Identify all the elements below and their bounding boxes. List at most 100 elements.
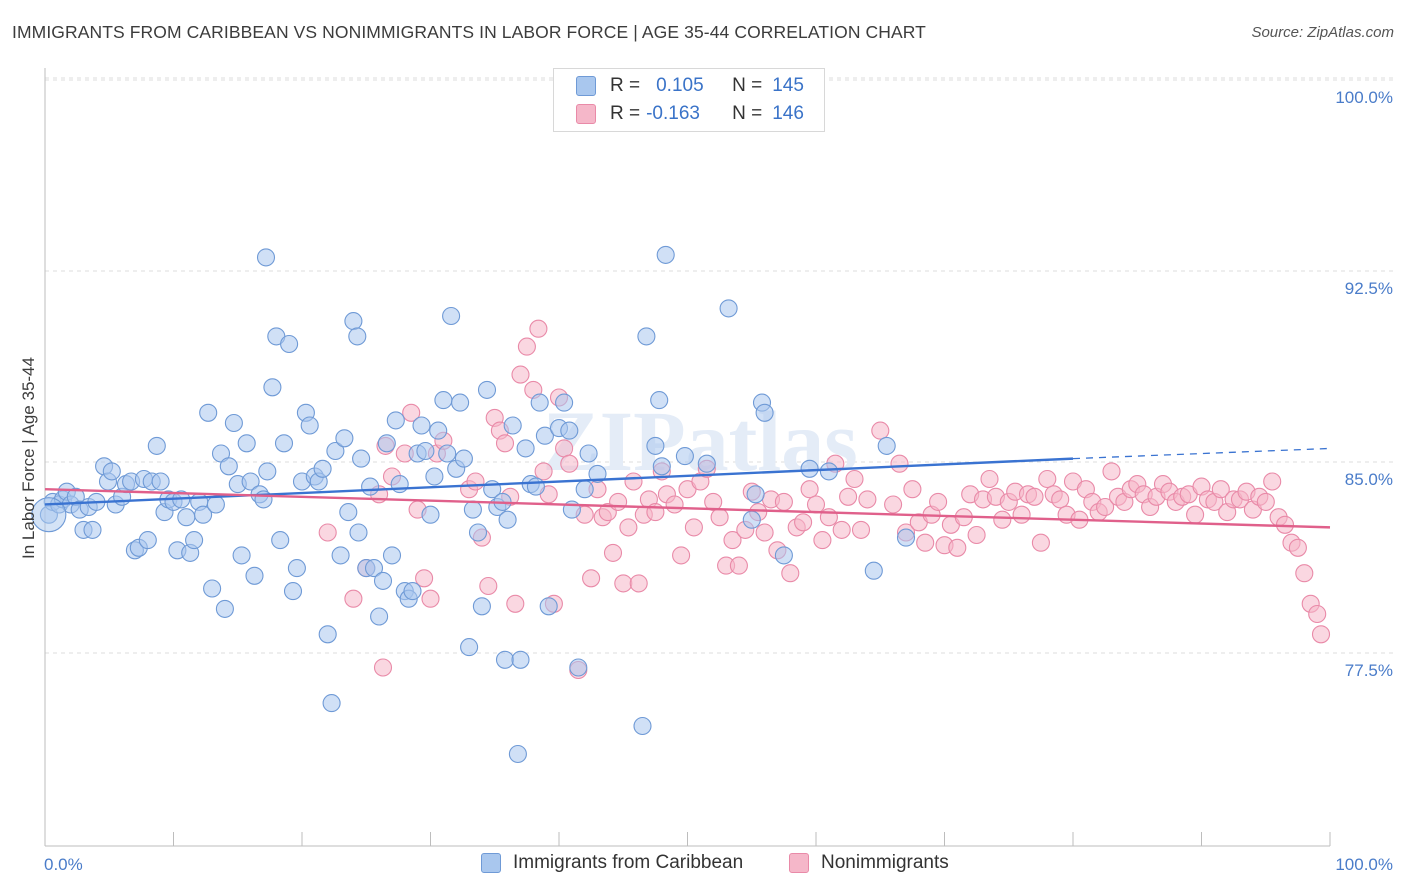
nonimmigrants-point [1031,533,1050,552]
legend-swatch-blue [576,76,596,96]
caribbean-point [579,444,598,463]
nonimmigrants-point [723,531,742,550]
nonimmigrants-point [1012,505,1031,524]
caribbean-point [755,403,774,422]
nonimmigrants-point [884,495,903,514]
caribbean-point [361,477,380,496]
caribbean-point [526,477,545,496]
nonimmigrants-point [1096,497,1115,517]
caribbean-point [539,597,558,616]
nonimmigrants-point [603,543,623,562]
caribbean-point [442,306,461,326]
nonimmigrants-point [729,556,748,575]
caribbean-point [339,503,358,522]
nonimmigrants-point [1308,604,1327,624]
caribbean-point [224,413,243,433]
nonimmigrants-point [373,658,393,677]
caribbean-point [508,744,527,764]
y-tick-label: 100.0% [1335,88,1393,107]
nonimmigrants-point [1025,487,1044,506]
caribbean-point [477,380,497,399]
caribbean-point [675,447,694,466]
caribbean-point [633,716,652,736]
nonimmigrants-point [629,574,648,593]
nonimmigrants-point [839,487,858,506]
caribbean-point [412,416,431,435]
caribbean-point [650,391,669,410]
x-tick-label-min: 0.0% [44,855,83,874]
nonimmigrants-point [1288,538,1307,557]
legend-r-label: R = [610,103,641,124]
nonimmigrants-point [794,513,813,532]
caribbean-point [300,416,319,435]
caribbean-point [151,472,170,491]
caribbean-point [463,500,482,519]
caribbean-point [331,546,350,565]
caribbean-point [555,393,574,412]
nonimmigrants-point [684,518,703,537]
caribbean-point [335,429,354,448]
caribbean-point [434,391,453,410]
caribbean-point [421,505,440,524]
legend-n-label: N = [732,75,763,96]
caribbean-point [774,546,793,565]
nonimmigrants-point [1263,472,1282,491]
legend-item-caribbean: Immigrants from Caribbean [481,852,743,874]
caribbean-point [83,520,102,539]
caribbean-point [864,561,883,580]
nonimmigrants-point [421,589,440,608]
caribbean-point [185,531,204,550]
caribbean-point [263,378,282,397]
caribbean-point [460,638,479,657]
caribbean-point [646,436,665,455]
caribbean-point [511,650,530,669]
caribbean-point [896,528,916,547]
caribbean-point [472,597,491,616]
correlation-legend: R = 0.105 N = 145 R = -0.163 N = 146 [553,68,825,132]
y-tick-label: 85.0% [1345,470,1393,489]
nonimmigrants-point [619,518,638,537]
nonimmigrants-point [980,469,999,489]
nonimmigrants-point [555,439,574,458]
nonimmigrants-point [511,365,530,384]
caribbean-point [416,441,435,461]
caribbean-point [819,462,838,481]
caribbean-point [237,434,256,453]
caribbean-point [206,495,225,514]
caribbean-point [232,546,251,565]
caribbean-point [429,421,448,440]
caribbean-point [877,436,896,455]
legend-n-value: 145 [772,75,804,96]
chart-title: IMMIGRANTS FROM CARIBBEAN VS NONIMMIGRAN… [12,22,926,42]
x-ticks [173,832,1331,846]
caribbean-point [313,459,332,478]
legend-r-value: 0.105 [656,75,704,96]
caribbean-point [503,416,522,435]
nonimmigrants-point [560,454,579,473]
y-tick-labels: 77.5% 85.0% 92.5% 100.0% [1335,88,1393,680]
legend-n-value: 146 [772,103,804,124]
nonimmigrants-point [506,594,525,613]
nonimmigrants-point [890,454,909,473]
nonimmigrants-point [1186,505,1205,524]
nonimmigrants-point [832,520,851,539]
caribbean-point [637,327,656,346]
caribbean-point [454,449,473,468]
nonimmigrants-trend-line [44,487,1331,529]
legend-row-caribbean: R = 0.105 N = 145 [576,74,804,98]
nonimmigrants-point [871,421,890,440]
nonimmigrants-point [624,472,643,491]
nonimmigrants-point [672,546,691,565]
nonimmigrants-point [929,492,948,511]
nonimmigrants-point [710,508,729,527]
caribbean-point [318,625,337,644]
nonimmigrants-point [774,492,793,511]
caribbean-point [656,245,675,264]
caribbean-point [370,607,389,626]
caribbean-point [322,694,341,713]
caribbean-point [147,436,166,455]
legend-n-label: N = [732,103,763,124]
nonimmigrants-point [466,472,485,491]
caribbean-point [348,327,367,346]
nonimmigrants-point [344,589,363,608]
